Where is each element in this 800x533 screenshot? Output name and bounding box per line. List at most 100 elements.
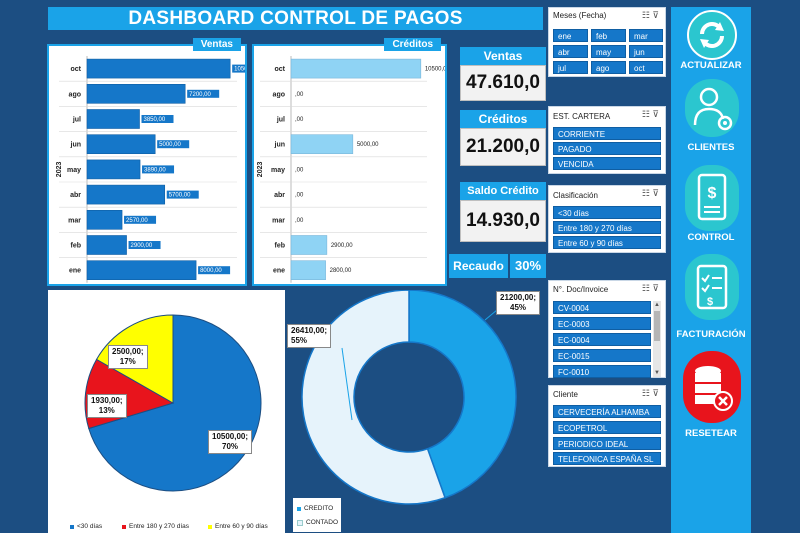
- scroll-down-icon[interactable]: ▼: [654, 370, 660, 376]
- tick-label: abr: [274, 192, 285, 199]
- multiselect-icon[interactable]: ☷: [641, 188, 650, 198]
- kpi-recaudo-value: 30%: [510, 254, 546, 278]
- kpi-saldo-value: 14.930,0: [460, 200, 546, 242]
- scroll-up-icon[interactable]: ▲: [654, 302, 660, 308]
- clear-filter-icon[interactable]: ⊽: [652, 10, 659, 20]
- ventas-chart-tab: Ventas: [192, 38, 241, 51]
- tick-label: may: [271, 167, 285, 174]
- multiselect-icon[interactable]: ☷: [641, 388, 650, 398]
- bar: [290, 134, 354, 154]
- scrollbar-thumb[interactable]: [654, 311, 660, 341]
- facturacion-button[interactable]: $: [685, 254, 739, 320]
- slicer-item-jun[interactable]: jun: [629, 45, 663, 58]
- clientes-button[interactable]: [685, 79, 739, 137]
- slicer-item-180-270[interactable]: Entre 180 y 270 días: [553, 221, 661, 234]
- slicer-item-oct[interactable]: oct: [629, 61, 663, 74]
- bar: [86, 134, 156, 154]
- slicer-item-cliente[interactable]: PERIODICO IDEAL: [553, 437, 661, 450]
- tick-label: may: [67, 167, 81, 174]
- data-label: ,00: [295, 193, 304, 199]
- slicer-doc-title: N°. Doc/Invoice: [553, 285, 609, 294]
- slicer-item-doc[interactable]: FC-0010: [553, 365, 651, 378]
- multiselect-icon[interactable]: ☷: [641, 10, 650, 20]
- multiselect-icon[interactable]: ☷: [641, 109, 650, 119]
- slicer-item-vencida[interactable]: VENCIDA: [553, 157, 661, 170]
- slicer-item-doc[interactable]: EC-0003: [553, 317, 651, 330]
- legend-swatch: [70, 524, 74, 529]
- slicer-item-corriente[interactable]: CORRIENTE: [553, 127, 661, 140]
- slicer-cartera-icons: ☷ ⊽: [642, 109, 659, 120]
- tick-label: oct: [71, 66, 82, 73]
- tick-label: ago: [69, 91, 81, 98]
- data-label: 5000,00: [159, 142, 181, 148]
- actualizar-button[interactable]: [687, 10, 737, 60]
- bar: [86, 58, 231, 79]
- svg-text:$: $: [708, 185, 717, 202]
- facturacion-label: FACTURACIÓN: [676, 329, 746, 340]
- year-axis-label: 2023: [56, 162, 63, 178]
- slicer-item-ene[interactable]: ene: [553, 29, 588, 42]
- slicer-item-abr[interactable]: abr: [553, 45, 588, 58]
- clear-filter-icon[interactable]: ⊽: [652, 109, 659, 119]
- data-label-bg: [198, 266, 231, 275]
- slicer-item-mar[interactable]: mar: [629, 29, 663, 42]
- refresh-icon: [700, 22, 724, 48]
- slicer-item-doc[interactable]: EC-0015: [553, 349, 651, 362]
- bar: [86, 159, 141, 180]
- slicer-item-jul[interactable]: jul: [553, 61, 588, 74]
- donut-slice: [301, 290, 447, 505]
- data-label: 3890,00: [144, 167, 166, 173]
- creditos-chart-panel: Créditos 2023 oct 10500,00 ago ,00 jul ,00 jun 5…: [252, 38, 447, 286]
- data-label: 8000,00: [200, 268, 222, 274]
- ventas-chart-panel: Ventas 2023 oct 10500,00 ago 7200,00 jul 3850,…: [47, 38, 247, 286]
- slicer-clasificacion-icons: ☷ ⊽: [642, 188, 659, 199]
- data-label: 2570,00: [126, 218, 148, 224]
- bar: [86, 83, 186, 104]
- tick-label: jul: [276, 117, 285, 124]
- data-label: 7200,00: [189, 92, 211, 98]
- pie-label-60-90: 2500,00; 17%: [108, 345, 148, 369]
- tick-label: feb: [275, 243, 286, 250]
- data-label: ,00: [295, 218, 304, 224]
- clear-filter-icon[interactable]: ⊽: [652, 188, 659, 198]
- donut-slice: [408, 290, 517, 499]
- slicer-item-may[interactable]: may: [591, 45, 626, 58]
- kpi-ventas-value: 47.610,0: [460, 65, 546, 101]
- slicer-item-doc[interactable]: EC-0004: [553, 333, 651, 346]
- slicer-item-pagado[interactable]: PAGADO: [553, 142, 661, 155]
- slicer-item-60-90[interactable]: Entre 60 y 90 días: [553, 236, 661, 249]
- clear-filter-icon[interactable]: ⊽: [652, 388, 659, 398]
- slicer-item-doc[interactable]: CV-0004: [553, 301, 651, 314]
- slicer-item-feb[interactable]: feb: [591, 29, 626, 42]
- bar: [86, 235, 127, 255]
- creditos-chart-tab: Créditos: [384, 38, 441, 51]
- resetear-button[interactable]: [683, 351, 741, 423]
- clear-filter-icon[interactable]: ⊽: [652, 283, 659, 293]
- control-button[interactable]: $: [685, 165, 739, 231]
- data-label: 2900,00: [331, 243, 353, 249]
- actualizar-label: ACTUALIZAR: [680, 60, 742, 71]
- legend-item-contado: CONTADO: [297, 519, 338, 526]
- donut-legend: CREDITO CONTADO: [293, 498, 341, 532]
- data-label-bg: [142, 165, 175, 174]
- legend-item-180-270: Entre 180 y 270 días: [122, 523, 189, 530]
- slicer-cliente: Cliente ☷ ⊽ CERVECERÍA ALHAMBA ECOPETROL…: [548, 385, 666, 467]
- pie-label-lt30-pct: 70%: [222, 442, 239, 451]
- slicer-doc-scrollbar[interactable]: ▲ ▼: [653, 301, 661, 377]
- tick-label: jun: [70, 142, 82, 149]
- data-label: 5700,00: [169, 193, 191, 199]
- creditos-bar-chart: 2023 oct 10500,00 ago ,00 jul ,00 jun 5000,00 may…: [257, 56, 445, 283]
- slicer-item-cliente[interactable]: ECOPETROL: [553, 421, 661, 434]
- multiselect-icon[interactable]: ☷: [641, 283, 650, 293]
- ventas-bar-chart: 2023 oct 10500,00 ago 7200,00 jul 3850,00 jun 50…: [56, 56, 245, 283]
- legend-swatch: [297, 506, 301, 511]
- legend-label: CREDITO: [304, 505, 334, 512]
- legend-label: Entre 180 y 270 días: [129, 523, 189, 530]
- bar: [86, 109, 140, 129]
- data-label: ,00: [295, 117, 304, 123]
- slicer-item-cliente[interactable]: TELEFONICA ESPAÑA SL: [553, 452, 661, 465]
- donut-label-credito-pct: 45%: [510, 303, 527, 312]
- slicer-item-ago[interactable]: ago: [591, 61, 626, 74]
- slicer-item-cliente[interactable]: CERVECERÍA ALHAMBA: [553, 405, 661, 418]
- slicer-item-lt30[interactable]: <30 días: [553, 206, 661, 219]
